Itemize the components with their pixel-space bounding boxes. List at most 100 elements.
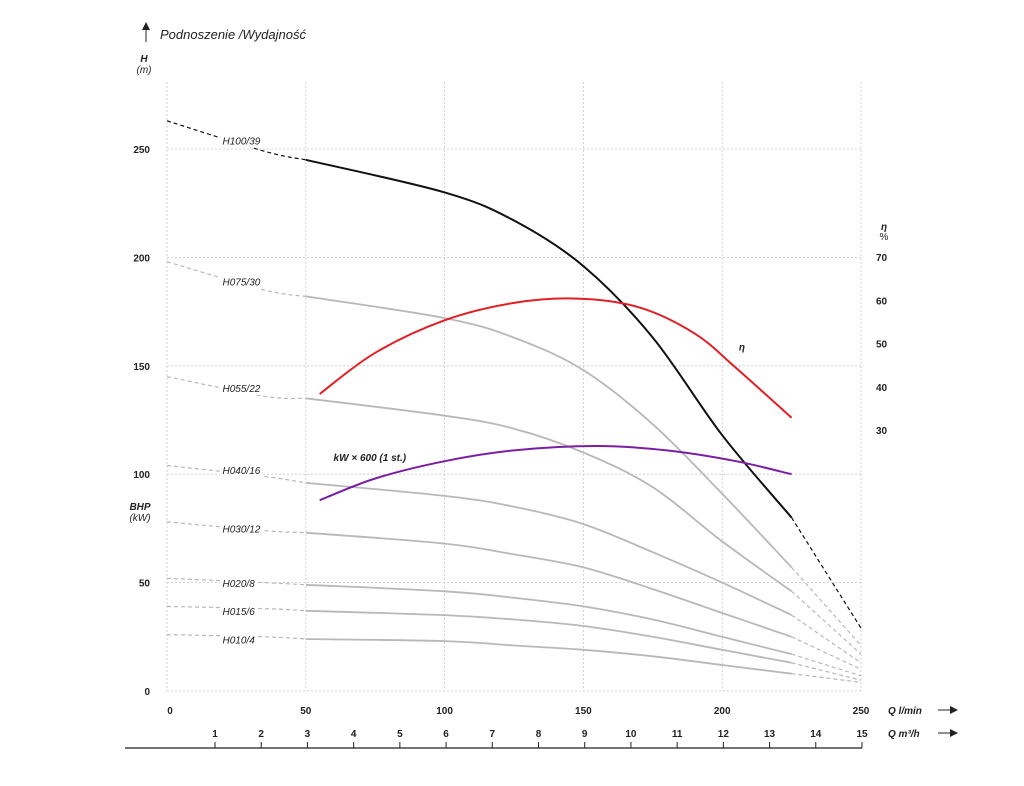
series-2-dashed-end <box>791 590 862 655</box>
series-6-label: H015/6 <box>223 607 256 618</box>
x-tick-0: 0 <box>167 706 173 717</box>
labels: H100/39 H075/30 H055/22 H040/16 H030/12 H020/… <box>220 136 745 647</box>
series-1 <box>166 261 862 646</box>
series-2 <box>166 376 862 655</box>
series-0 <box>166 120 862 629</box>
series-7-dashed-start <box>166 634 306 640</box>
x2-tick-15: 15 <box>856 729 868 740</box>
series-0-dashed-end <box>791 517 862 629</box>
y2-axis-label: BHP <box>129 502 150 513</box>
y-right-label: η <box>881 222 887 233</box>
series-8-line <box>319 297 793 419</box>
series-8-label: η <box>739 343 745 354</box>
series-2-line <box>305 397 793 593</box>
x2-tick-3: 3 <box>305 729 311 740</box>
series-4-line <box>305 531 792 638</box>
y-right-tick-40: 40 <box>876 383 888 394</box>
series-7-line <box>305 638 792 675</box>
series-9 <box>319 444 792 502</box>
series-4-label: H030/12 <box>223 525 261 536</box>
series-6-dashed-start <box>166 605 306 612</box>
series-7-dashed-end <box>791 673 862 683</box>
series-9-line <box>319 444 792 502</box>
x-tick-100: 100 <box>436 706 453 717</box>
x-axis-arrow-head <box>950 706 958 714</box>
x2-axis-arrow-head <box>950 729 958 737</box>
x2-tick-2: 2 <box>258 729 264 740</box>
series-4-label-bg <box>220 524 263 536</box>
x2-tick-11: 11 <box>672 729 683 740</box>
series-6-line <box>305 609 792 664</box>
series-5-dashed-end <box>791 653 862 677</box>
x-tick-200: 200 <box>714 706 731 717</box>
series-3-line <box>305 482 792 616</box>
x-tick-50: 50 <box>300 706 312 717</box>
y-right-tick-70: 70 <box>876 253 888 264</box>
x2-tick-4: 4 <box>351 729 357 740</box>
series-3-label: H040/16 <box>223 466 261 477</box>
curves <box>166 120 862 683</box>
y-tick-100: 100 <box>133 470 150 481</box>
series-1-label: H075/30 <box>223 278 261 289</box>
x-axis-label: Q l/min <box>888 706 922 717</box>
series-6-label-bg <box>220 607 258 619</box>
y-right-tick-50: 50 <box>876 340 888 351</box>
y-tick-50: 50 <box>139 579 151 590</box>
series-1-label-bg <box>220 277 263 289</box>
series-5 <box>166 577 862 677</box>
series-9-label: kW × 600 (1 st.) <box>334 453 407 464</box>
series-5-line <box>305 583 792 655</box>
series-2-label-bg <box>220 383 263 395</box>
x2-axis-label: Q m³/h <box>888 729 920 740</box>
x-tick-150: 150 <box>575 706 592 717</box>
series-6-dashed-end <box>791 662 862 681</box>
series-3 <box>166 464 862 664</box>
grid <box>166 82 862 692</box>
series-4-dashed-end <box>791 636 862 670</box>
series-1-line <box>305 295 793 569</box>
x2-tick-10: 10 <box>625 729 637 740</box>
series-7-label: H010/4 <box>223 635 256 646</box>
series-8 <box>319 297 793 419</box>
series-0-label-bg <box>220 136 263 148</box>
y-right-tick-60: 60 <box>876 296 888 307</box>
series-0-line <box>305 158 793 519</box>
x2-tick-5: 5 <box>397 729 403 740</box>
y-tick-0: 0 <box>144 687 150 698</box>
y-axis-label: H <box>140 54 148 65</box>
chart-title: Podnoszenie /Wydajność <box>160 27 306 42</box>
series-1-dashed-start <box>166 261 306 297</box>
x2-tick-7: 7 <box>490 729 496 740</box>
y-right-unit: % <box>880 232 889 243</box>
y-axis-arrow-head <box>142 22 150 30</box>
x-tick-250: 250 <box>853 706 870 717</box>
y-tick-150: 150 <box>133 362 150 373</box>
series-7-label-bg <box>220 635 258 647</box>
x2-tick-1: 1 <box>212 729 218 740</box>
x2-tick-6: 6 <box>443 729 449 740</box>
series-3-dashed-end <box>791 614 862 664</box>
series-2-dashed-start <box>166 376 306 400</box>
y-tick-200: 200 <box>133 253 150 264</box>
series-1-dashed-end <box>791 567 862 646</box>
series-6 <box>166 605 862 681</box>
series-2-label: H055/22 <box>223 384 261 395</box>
y-right-tick-30: 30 <box>876 426 888 437</box>
y-axis-unit: (m) <box>137 65 152 76</box>
x2-tick-8: 8 <box>536 729 542 740</box>
x2-tick-9: 9 <box>582 729 588 740</box>
x2-tick-14: 14 <box>810 729 822 740</box>
series-0-dashed-start <box>166 120 306 161</box>
series-4 <box>166 521 862 670</box>
y-tick-250: 250 <box>133 145 150 156</box>
x2-tick-12: 12 <box>718 729 730 740</box>
series-3-label-bg <box>220 466 263 478</box>
series-0-label: H100/39 <box>223 137 261 148</box>
series-5-label-bg <box>220 578 258 590</box>
series-5-dashed-start <box>166 577 306 586</box>
x2-tick-13: 13 <box>764 729 776 740</box>
y2-axis-unit: (kW) <box>129 513 150 524</box>
series-7 <box>166 634 862 683</box>
